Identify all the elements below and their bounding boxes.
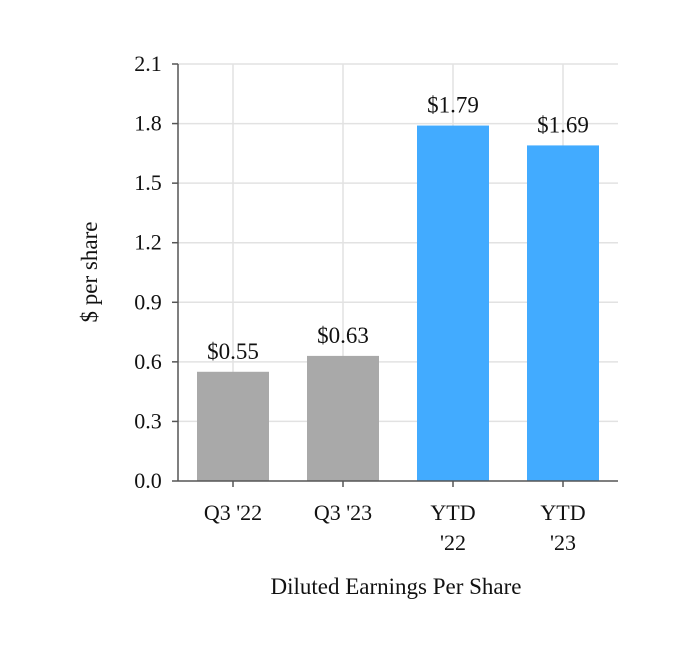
bar-value-label: $1.79 [427,93,479,118]
bar [417,125,489,482]
y-tick-label: 0.9 [134,289,162,314]
bars [197,125,599,482]
x-tick-label: Q3 '22 [204,500,262,525]
x-tick-label: Q3 '23 [314,500,372,525]
bar [197,371,269,481]
bar-value-label: $0.63 [317,323,369,348]
x-tick-label: YTD [430,500,475,525]
x-tick-label: YTD [540,500,585,525]
y-tick-label: 1.8 [134,111,162,136]
y-axis-title: $ per share [77,222,102,323]
y-tick-label: 0.0 [134,468,162,493]
x-tick-label: '22 [440,530,466,555]
bar-value-label: $0.55 [207,339,259,364]
bar [307,355,379,481]
data-labels: $0.55 $0.63 $1.79 $1.69 [207,93,589,364]
x-axis-title: Diluted Earnings Per Share [270,574,521,599]
axes: 0.0 0.3 0.6 0.9 1.2 1.5 1.8 2.1 Q3 '22 Q3 '23 YTD '… [134,51,618,555]
bar-value-label: $1.69 [537,112,589,137]
y-tick-label: 1.5 [134,170,162,195]
y-tick-label: 0.3 [134,408,162,433]
x-tick-label: '23 [550,530,576,555]
y-tick-label: 1.2 [134,230,162,255]
bar [527,145,599,481]
y-tick-label: 2.1 [134,51,162,76]
y-tick-label: 0.6 [134,349,162,374]
